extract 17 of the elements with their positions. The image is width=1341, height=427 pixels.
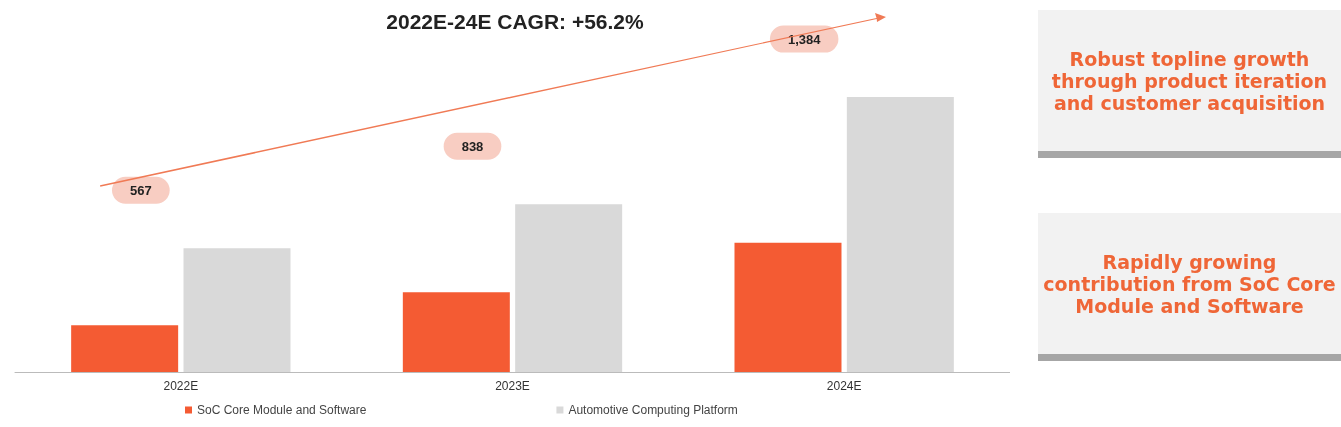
bar (846, 97, 954, 372)
legend-label: SoC Core Module and Software (197, 403, 367, 417)
x-tick-label: 2022E (163, 379, 199, 393)
text: 1,384 (787, 31, 822, 47)
bar (515, 204, 623, 372)
annotation: 838 (461, 138, 484, 154)
bar (402, 292, 510, 372)
bar (183, 248, 291, 372)
text: Rapidly growing contribution from SoC Core Module and Software (1038, 213, 1341, 361)
x-tick-label: 2023E (495, 379, 530, 393)
annotation: 567 (129, 182, 152, 198)
chart-title: 2022E-24E CAGR: +56.2% (386, 10, 645, 33)
legend-label: Automotive Computing Platform (568, 403, 738, 417)
text: Robust topline growth through product iteration and customer acquisition (1038, 10, 1341, 158)
bar (71, 325, 179, 372)
x-tick-label: 2024E (826, 379, 862, 393)
bar (734, 242, 842, 372)
